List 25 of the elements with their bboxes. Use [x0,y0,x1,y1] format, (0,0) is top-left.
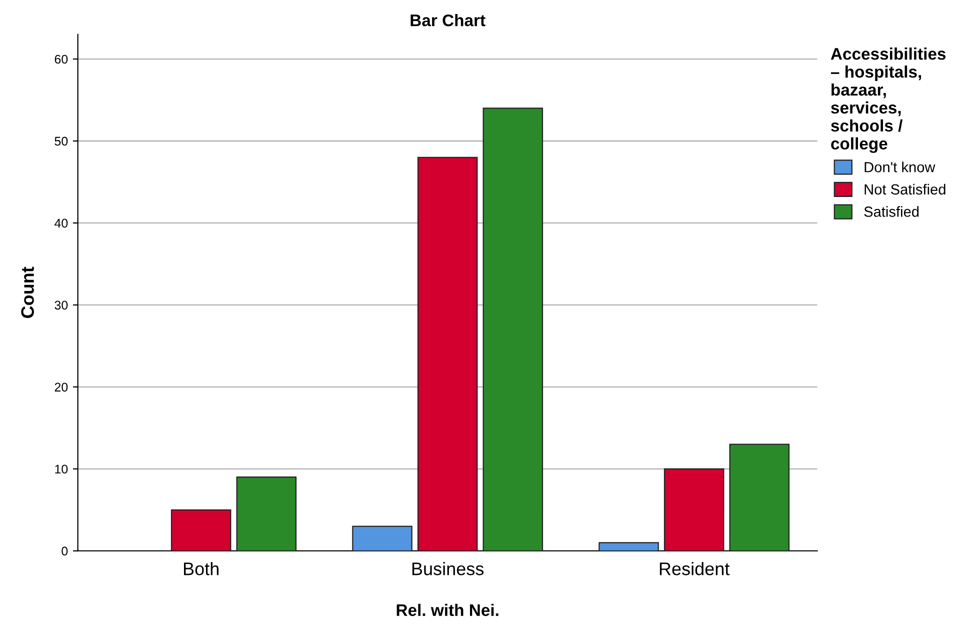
bar [417,156,478,551]
bar [482,108,544,551]
x-tick-label: Resident [660,562,730,576]
bar [664,468,724,551]
legend-label: Don't know [864,162,936,172]
y-axis-title: Count [21,266,34,318]
legend-label: Not Satisfied [864,184,946,195]
y-tick-label: 10 [55,464,68,474]
y-tick-label: 60 [54,54,68,64]
bar [352,526,412,551]
y-tick-label: 20 [54,382,68,392]
x-tick-label: Both [184,562,218,576]
y-tick-label: 50 [54,136,68,146]
bar [598,542,659,551]
chart-title: Bar Chart [410,14,486,26]
legend-label: Satisfied [864,206,919,217]
legend-title: Accessibilities – hospitals, bazaar, services, schools / college [830,48,946,153]
bar [729,444,790,551]
x-tick-label: Business [412,562,484,576]
bar [170,509,232,551]
x-axis-title: Rel. with Nei. [396,604,498,616]
bar [236,476,297,551]
y-tick-label: 30 [54,300,68,310]
y-tick-label: 0 [62,546,68,556]
y-tick-label: 40 [54,218,68,228]
